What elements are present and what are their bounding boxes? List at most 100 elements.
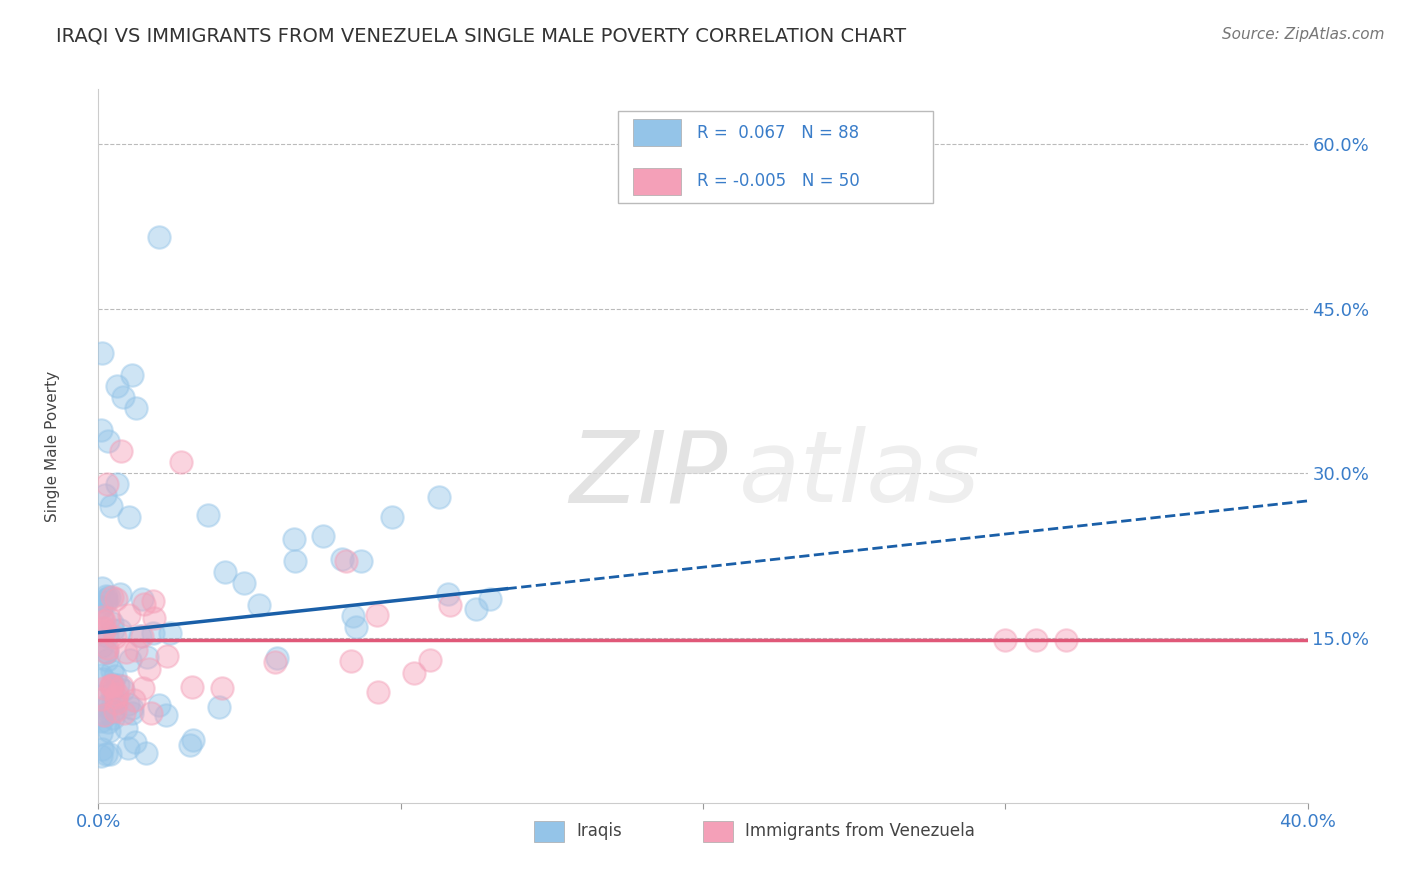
Point bbox=[91, 639, 114, 653]
Point bbox=[105, 378, 128, 392]
Point bbox=[101, 695, 124, 709]
Point bbox=[121, 706, 143, 721]
Point bbox=[112, 683, 135, 698]
Point bbox=[350, 554, 373, 568]
Point bbox=[118, 510, 141, 524]
Text: atlas: atlas bbox=[740, 426, 981, 523]
Point bbox=[90, 609, 112, 624]
Point bbox=[170, 455, 193, 469]
Point bbox=[136, 650, 159, 665]
Text: Iraqis: Iraqis bbox=[576, 822, 621, 840]
Point bbox=[335, 554, 357, 568]
Point bbox=[90, 749, 112, 764]
FancyBboxPatch shape bbox=[703, 821, 734, 842]
Point bbox=[139, 706, 162, 720]
FancyBboxPatch shape bbox=[633, 168, 682, 194]
Text: ZIP: ZIP bbox=[569, 426, 727, 523]
Point bbox=[104, 630, 127, 644]
Point bbox=[155, 708, 177, 723]
Point bbox=[367, 685, 389, 699]
Point bbox=[100, 685, 122, 699]
Point bbox=[108, 623, 131, 637]
Point bbox=[90, 668, 112, 682]
Point bbox=[118, 608, 141, 623]
Point bbox=[97, 697, 120, 711]
Point bbox=[284, 554, 307, 568]
Point bbox=[94, 645, 117, 659]
Point bbox=[104, 696, 127, 710]
Point bbox=[90, 582, 112, 596]
Point bbox=[91, 345, 114, 359]
FancyBboxPatch shape bbox=[534, 821, 564, 842]
Point bbox=[101, 704, 124, 718]
Point bbox=[131, 629, 153, 643]
Text: Immigrants from Venezuela: Immigrants from Venezuela bbox=[745, 822, 976, 840]
Point bbox=[1024, 633, 1046, 648]
Point bbox=[93, 624, 115, 638]
Point bbox=[93, 681, 115, 695]
FancyBboxPatch shape bbox=[619, 111, 932, 203]
Point bbox=[94, 747, 117, 761]
Point bbox=[181, 681, 204, 695]
Point bbox=[465, 602, 488, 616]
Point bbox=[96, 477, 118, 491]
Point bbox=[129, 629, 152, 643]
Point bbox=[98, 747, 121, 761]
Point bbox=[117, 740, 139, 755]
Point bbox=[98, 723, 121, 738]
Point bbox=[131, 592, 153, 607]
Point bbox=[101, 677, 124, 691]
Text: R = -0.005   N = 50: R = -0.005 N = 50 bbox=[697, 172, 859, 190]
Point bbox=[100, 500, 122, 514]
Point bbox=[90, 692, 112, 706]
Point bbox=[107, 678, 129, 692]
Point bbox=[247, 598, 270, 612]
Point bbox=[142, 625, 165, 640]
Point bbox=[97, 714, 120, 729]
Point bbox=[97, 590, 120, 604]
Point bbox=[105, 687, 128, 701]
Point bbox=[110, 444, 132, 458]
Point bbox=[117, 697, 139, 711]
Text: Source: ZipAtlas.com: Source: ZipAtlas.com bbox=[1222, 27, 1385, 42]
Point bbox=[108, 587, 131, 601]
Point bbox=[97, 434, 120, 448]
Point bbox=[93, 621, 115, 635]
Point bbox=[142, 611, 165, 625]
Point bbox=[91, 742, 114, 756]
Point bbox=[419, 653, 441, 667]
Point bbox=[208, 699, 231, 714]
Point bbox=[96, 629, 118, 643]
Point bbox=[96, 640, 118, 655]
Point bbox=[112, 390, 135, 404]
Point bbox=[93, 614, 115, 628]
Point bbox=[96, 700, 118, 714]
Text: Single Male Poverty: Single Male Poverty bbox=[45, 370, 60, 522]
Point bbox=[94, 591, 117, 606]
FancyBboxPatch shape bbox=[633, 120, 682, 146]
Point bbox=[439, 598, 461, 612]
Point bbox=[138, 662, 160, 676]
Point bbox=[98, 610, 121, 624]
Point bbox=[132, 681, 155, 695]
Point bbox=[142, 594, 165, 608]
Point bbox=[148, 698, 170, 713]
Point bbox=[159, 625, 181, 640]
Point bbox=[90, 726, 112, 740]
Point bbox=[90, 600, 112, 615]
Point bbox=[96, 653, 118, 667]
Point bbox=[103, 679, 125, 693]
Point bbox=[104, 592, 127, 607]
Point bbox=[104, 669, 127, 683]
Text: IRAQI VS IMMIGRANTS FROM VENEZUELA SINGLE MALE POVERTY CORRELATION CHART: IRAQI VS IMMIGRANTS FROM VENEZUELA SINGL… bbox=[56, 27, 907, 45]
Point bbox=[90, 689, 112, 703]
Point bbox=[132, 597, 155, 611]
Point bbox=[90, 613, 112, 627]
Point bbox=[135, 746, 157, 760]
Point bbox=[100, 679, 122, 693]
Point bbox=[115, 645, 138, 659]
Point bbox=[96, 645, 118, 659]
Point bbox=[344, 620, 367, 634]
Point bbox=[214, 566, 236, 580]
Point bbox=[94, 488, 117, 502]
